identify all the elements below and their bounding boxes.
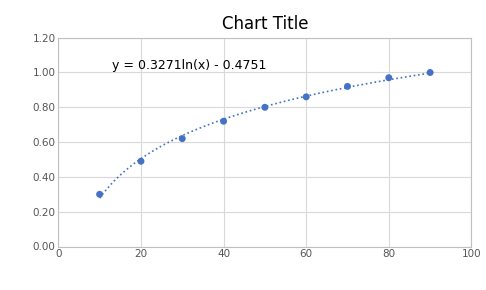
Point	[137, 159, 145, 164]
Point	[344, 84, 351, 89]
Point	[426, 70, 434, 75]
Title: Chart Title: Chart Title	[222, 15, 308, 33]
Point	[302, 95, 310, 99]
Point	[178, 136, 186, 141]
Point	[220, 119, 227, 124]
Point	[96, 192, 104, 197]
Point	[385, 75, 393, 80]
Text: y = 0.3271ln(x) - 0.4751: y = 0.3271ln(x) - 0.4751	[112, 59, 266, 72]
Point	[261, 105, 269, 110]
